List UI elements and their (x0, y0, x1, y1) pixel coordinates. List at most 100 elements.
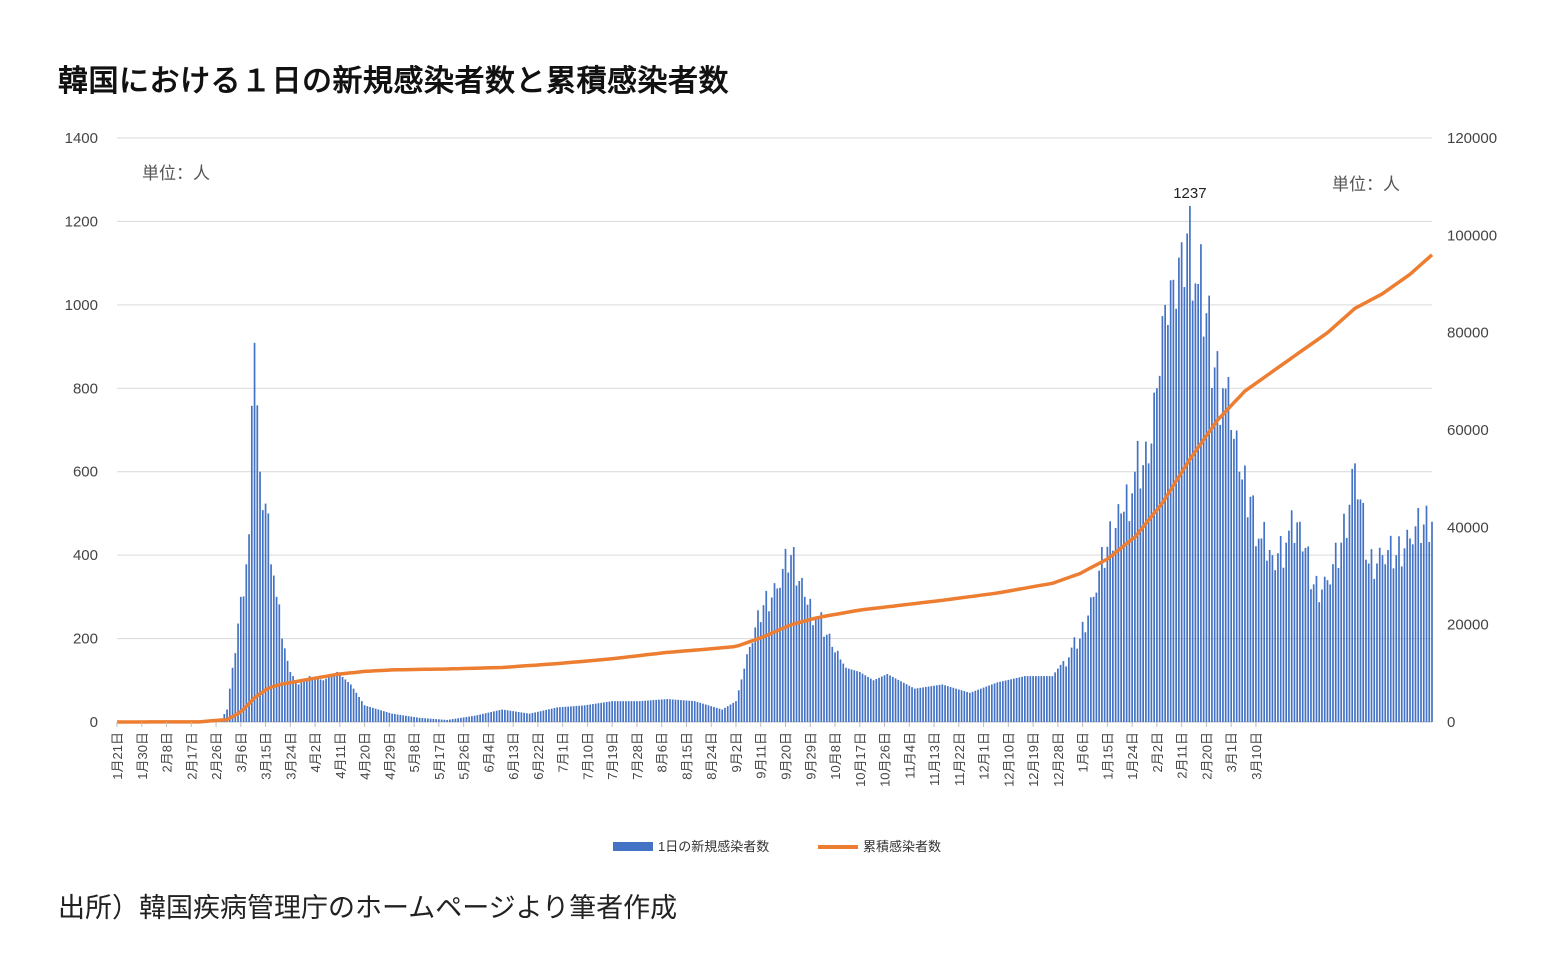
bar (955, 688, 957, 722)
bar (272, 575, 275, 722)
bar (1178, 257, 1180, 722)
bar (1018, 677, 1021, 722)
bar (1172, 279, 1175, 722)
x-tick-label: 5月17日 (432, 732, 447, 780)
x-tick-label: 2月20日 (1199, 732, 1214, 780)
bar (1356, 499, 1359, 722)
bar (1001, 681, 1004, 722)
bar (391, 713, 393, 722)
bar (674, 699, 677, 722)
bar (971, 691, 974, 722)
bar (1219, 424, 1222, 722)
bar (1343, 513, 1345, 722)
bar (952, 687, 955, 722)
bar (264, 503, 267, 722)
bar (493, 711, 495, 722)
bar (891, 676, 894, 722)
bar (1381, 555, 1384, 722)
bar (548, 709, 550, 722)
bar (655, 699, 658, 722)
bar (1164, 304, 1166, 722)
bar (1021, 676, 1023, 722)
bar (451, 719, 454, 722)
x-tick-label: 8月24日 (704, 732, 719, 780)
bar (531, 713, 534, 722)
bar (990, 684, 993, 722)
x-tick-label: 5月8日 (407, 732, 422, 772)
bar (237, 623, 239, 722)
bar (570, 706, 572, 722)
bar (1274, 570, 1277, 722)
bar (880, 676, 883, 722)
bar (644, 700, 647, 722)
bar (858, 671, 861, 722)
bar (300, 682, 303, 722)
bar (982, 687, 985, 722)
bar (949, 686, 952, 722)
bar (839, 659, 842, 722)
cumulative-line (117, 253, 1434, 724)
bar (484, 713, 487, 722)
bar (1139, 488, 1142, 722)
y-right-tick-label: 60000 (1447, 422, 1489, 439)
bar (248, 534, 250, 722)
bar (1010, 679, 1012, 722)
bar (897, 679, 900, 722)
bar (308, 676, 311, 722)
bar (506, 710, 509, 722)
bar (1194, 283, 1197, 722)
bar (435, 719, 437, 722)
bar (1205, 313, 1208, 722)
y-left-tick-label: 0 (90, 714, 98, 731)
bar (647, 700, 649, 722)
bar (944, 685, 946, 722)
bar (759, 622, 762, 722)
bar (627, 701, 630, 722)
bar (537, 711, 539, 722)
bar (581, 705, 583, 722)
bar (250, 405, 253, 722)
bar (449, 719, 451, 722)
bar (338, 674, 341, 722)
bar (1057, 668, 1059, 722)
bar (1081, 621, 1084, 722)
bar (1037, 676, 1040, 722)
x-tick-label: 4月20日 (358, 732, 373, 780)
bar (561, 706, 564, 722)
bar (622, 701, 625, 722)
bar (1422, 524, 1425, 722)
bar (792, 547, 795, 722)
bar (325, 678, 327, 722)
bar (630, 701, 633, 722)
x-tick-label: 11月4日 (902, 732, 917, 779)
bar (360, 701, 363, 722)
bar (267, 513, 270, 722)
bar (1384, 564, 1387, 722)
bar (1191, 300, 1194, 722)
bar (1128, 521, 1131, 722)
bar (575, 705, 578, 722)
x-tick-label: 4月29日 (382, 732, 397, 780)
bar (633, 701, 636, 722)
bar (564, 706, 567, 722)
bar-series (204, 205, 1433, 723)
x-tick-label: 7月10日 (580, 732, 595, 780)
x-tick-label: 7月1日 (556, 732, 571, 772)
bar (677, 699, 680, 722)
bar (1043, 676, 1045, 722)
bar (383, 711, 385, 722)
y-left-tick-label: 200 (73, 631, 98, 648)
bar (999, 681, 1001, 722)
x-tick-label: 3月24日 (283, 732, 298, 780)
bar (1123, 511, 1125, 722)
bar (432, 718, 435, 722)
x-tick-label: 7月28日 (630, 732, 645, 780)
bar (1296, 522, 1299, 722)
bar (344, 679, 347, 722)
x-tick-label: 8月6日 (655, 732, 670, 772)
bar (1373, 578, 1376, 722)
bar (1370, 549, 1373, 722)
bar (1378, 547, 1381, 722)
bar (1197, 284, 1200, 722)
